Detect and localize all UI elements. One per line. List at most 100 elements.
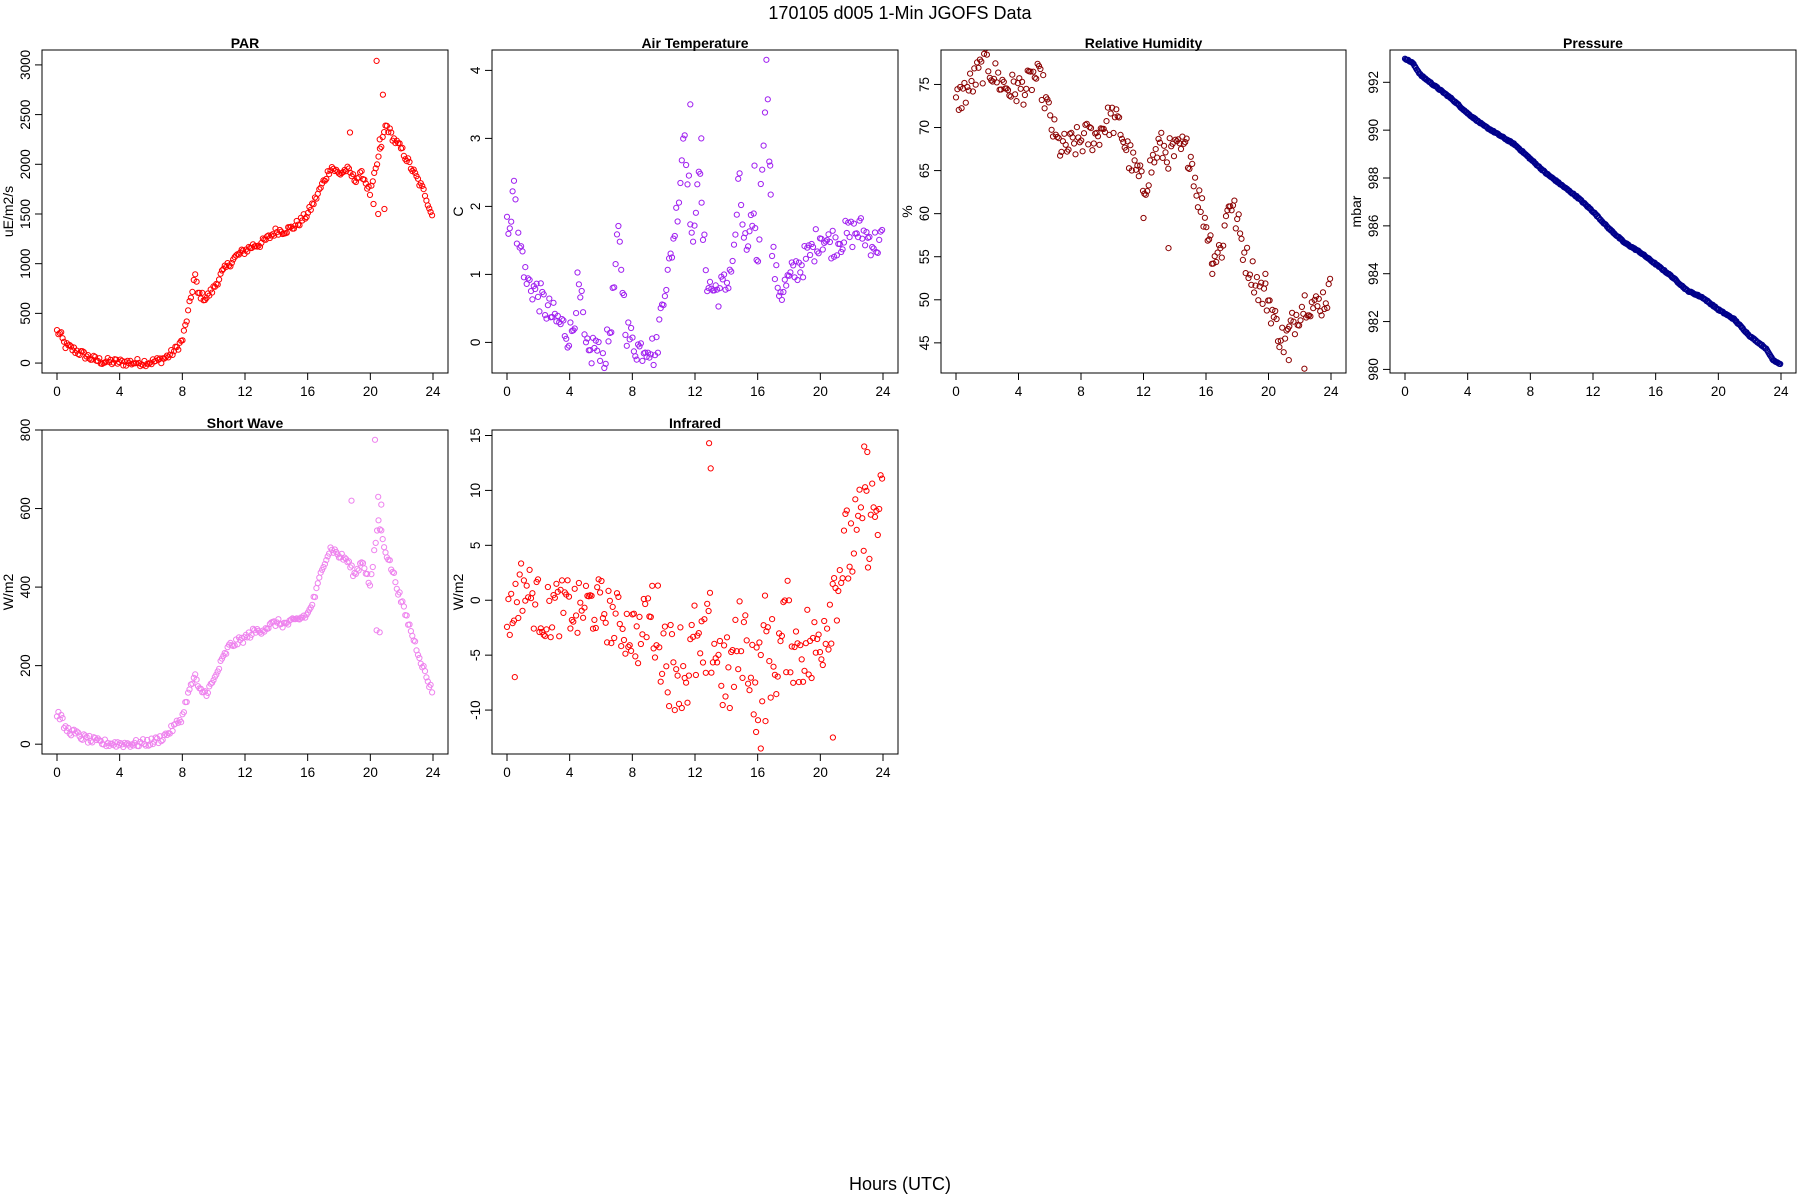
data-point bbox=[678, 157, 685, 164]
data-point bbox=[1298, 303, 1306, 310]
data-point bbox=[522, 264, 529, 271]
data-point bbox=[389, 568, 396, 576]
data-point bbox=[866, 233, 873, 241]
data-point bbox=[979, 80, 986, 87]
data-point bbox=[757, 745, 764, 752]
data-point bbox=[836, 567, 843, 574]
figure-title: 170105 d005 1-Min JGOFS Data bbox=[768, 3, 1032, 23]
data-point bbox=[639, 631, 646, 638]
data-point bbox=[615, 593, 622, 601]
x-tick-label: 12 bbox=[237, 765, 252, 780]
data-point bbox=[558, 577, 566, 584]
data-point bbox=[625, 319, 632, 326]
data-point bbox=[1041, 105, 1048, 112]
data-point bbox=[657, 678, 664, 685]
data-point bbox=[644, 595, 652, 602]
x-tick-label: 0 bbox=[503, 384, 511, 399]
data-point bbox=[730, 683, 738, 691]
data-point bbox=[120, 362, 127, 369]
data-point bbox=[560, 609, 567, 617]
data-point bbox=[1055, 135, 1062, 142]
data-point bbox=[595, 338, 602, 346]
y-tick-label: 70 bbox=[917, 120, 932, 135]
data-point bbox=[863, 229, 870, 236]
data-point bbox=[371, 436, 379, 443]
data-point bbox=[1242, 270, 1249, 277]
data-point bbox=[393, 585, 400, 592]
data-point bbox=[754, 258, 762, 265]
data-point bbox=[762, 718, 769, 725]
data-point bbox=[570, 327, 577, 334]
data-point bbox=[774, 284, 781, 291]
data-point bbox=[598, 577, 605, 585]
data-point bbox=[871, 229, 879, 236]
data-point bbox=[213, 671, 220, 678]
data-point bbox=[845, 575, 852, 582]
data-point bbox=[87, 738, 94, 745]
data-point bbox=[800, 274, 807, 281]
data-point bbox=[616, 620, 623, 628]
data-point bbox=[843, 507, 850, 514]
data-point bbox=[506, 225, 513, 232]
data-point bbox=[846, 234, 853, 241]
y-tick-label: 500 bbox=[18, 302, 33, 325]
data-point bbox=[392, 579, 399, 586]
data-point bbox=[978, 58, 985, 65]
data-point bbox=[240, 247, 247, 254]
x-tick-label: 0 bbox=[1401, 384, 1409, 399]
data-point bbox=[668, 254, 676, 261]
data-point bbox=[416, 654, 423, 662]
data-point bbox=[302, 215, 309, 222]
y-tick-label: 45 bbox=[917, 335, 932, 350]
data-point bbox=[843, 229, 850, 237]
data-point bbox=[1051, 116, 1058, 123]
data-point bbox=[379, 91, 386, 98]
data-point bbox=[767, 694, 774, 701]
data-point bbox=[79, 348, 86, 355]
data-point bbox=[378, 527, 385, 534]
x-tick-label: 16 bbox=[1648, 384, 1663, 399]
data-point bbox=[1072, 151, 1079, 158]
data-point bbox=[508, 590, 515, 597]
data-point bbox=[681, 132, 688, 139]
data-point bbox=[1269, 306, 1276, 313]
data-point bbox=[79, 736, 86, 743]
data-point bbox=[646, 354, 653, 361]
data-point bbox=[794, 276, 801, 284]
data-point bbox=[1103, 118, 1110, 125]
data-point bbox=[783, 282, 790, 289]
x-tick-label: 8 bbox=[179, 384, 187, 399]
data-point bbox=[1151, 159, 1158, 166]
data-point bbox=[661, 623, 669, 630]
data-point bbox=[1102, 129, 1109, 136]
data-point bbox=[520, 274, 528, 281]
data-point bbox=[1021, 91, 1029, 99]
data-point bbox=[1262, 280, 1269, 287]
data-point bbox=[597, 589, 604, 596]
data-point bbox=[1085, 141, 1092, 148]
data-point bbox=[1218, 254, 1225, 261]
data-point bbox=[1170, 153, 1178, 160]
data-point bbox=[345, 165, 352, 172]
data-point bbox=[268, 232, 275, 239]
data-point bbox=[967, 70, 974, 77]
data-point bbox=[812, 226, 819, 233]
data-point bbox=[1194, 204, 1202, 211]
data-point bbox=[1094, 133, 1102, 140]
data-point bbox=[630, 610, 638, 617]
data-point bbox=[683, 679, 690, 686]
data-point bbox=[139, 362, 147, 369]
data-point bbox=[355, 567, 362, 574]
data-point bbox=[361, 176, 368, 183]
y-tick-label: 55 bbox=[917, 249, 932, 264]
data-point bbox=[1163, 159, 1171, 166]
data-point bbox=[622, 331, 629, 338]
data-point bbox=[698, 135, 705, 142]
data-point bbox=[788, 259, 795, 266]
data-point bbox=[602, 619, 609, 626]
data-point bbox=[798, 656, 805, 663]
data-point bbox=[542, 312, 549, 319]
data-point bbox=[792, 628, 800, 635]
data-point bbox=[525, 594, 532, 601]
data-point bbox=[1023, 85, 1030, 92]
